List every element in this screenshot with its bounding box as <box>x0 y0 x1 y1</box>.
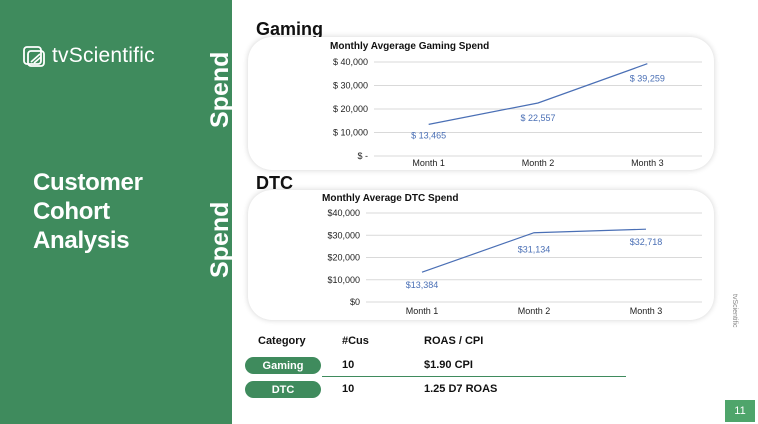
data-label: $ 13,465 <box>411 130 446 140</box>
chart-title: Monthly Average DTC Spend <box>322 193 459 204</box>
dtc-chart-card: Monthly Average DTC Spend $0 $10,000 $20,00… <box>248 190 714 320</box>
table-cell-metric: 1.25 D7 ROAS <box>424 383 498 395</box>
page-number: 11 <box>725 400 755 422</box>
slide-title-line: Cohort <box>33 198 110 225</box>
brand-logo: tvScientific <box>22 44 155 68</box>
table-cell-customers: 10 <box>342 383 355 395</box>
series-line <box>421 228 647 273</box>
data-label: $ 39,259 <box>630 74 665 84</box>
x-tick-label: Month 3 <box>630 306 663 316</box>
dtc-heading: DTC <box>256 173 293 193</box>
y-tick-label: $ 40,000 <box>333 57 368 67</box>
chart-title: Monthly Avgerage Gaming Spend <box>330 41 489 52</box>
y-tick-label: $ 20,000 <box>333 104 368 114</box>
category-badge-dtc: DTC <box>245 381 321 398</box>
table-header-customers: #Cus <box>342 335 369 347</box>
table-header-category: Category <box>258 335 306 347</box>
table-row-divider <box>322 376 626 377</box>
data-label: $32,718 <box>630 237 663 247</box>
side-brand-text: tvScientific <box>731 294 738 328</box>
gaming-heading: Gaming <box>256 19 324 39</box>
slide-title-line: Customer <box>33 169 143 196</box>
category-badge-gaming: Gaming <box>245 357 321 374</box>
y-tick-label: $ - <box>357 151 368 161</box>
x-tick-label: Month 1 <box>406 306 439 316</box>
y-tick-label: $40,000 <box>327 208 360 218</box>
y-tick-label: $ 30,000 <box>333 81 368 91</box>
series-line <box>428 63 648 125</box>
data-label: $13,384 <box>406 280 439 290</box>
slide-title-line: Analysis <box>33 227 130 254</box>
logo-text: tvScientific <box>52 44 155 67</box>
data-label: $ 22,557 <box>520 113 555 123</box>
dtc-axis-label: Spend <box>206 201 234 278</box>
gaming-chart-card: Monthly Avgerage Gaming Spend $ - $ 10,000… <box>248 37 714 170</box>
y-tick-label: $0 <box>350 297 360 307</box>
x-tick-label: Month 2 <box>518 306 551 316</box>
y-tick-label: $20,000 <box>327 253 360 263</box>
gaming-spend-chart: Monthly Avgerage Gaming Spend $ - $ 10,000… <box>330 41 702 168</box>
left-panel: tvScientific Customer Cohort Analysis Sp… <box>0 0 234 424</box>
slide-title: Customer Cohort Analysis <box>33 168 143 255</box>
x-tick-label: Month 2 <box>522 158 555 168</box>
y-tick-label: $30,000 <box>327 230 360 240</box>
x-tick-label: Month 1 <box>412 158 445 168</box>
table-cell-customers: 10 <box>342 359 355 371</box>
table-header-metric: ROAS / CPI <box>424 335 484 347</box>
table-cell-metric: $1.90 CPI <box>424 359 473 371</box>
y-tick-label: $10,000 <box>327 275 360 285</box>
gaming-axis-label: Spend <box>206 51 234 128</box>
x-tick-label: Month 3 <box>631 158 664 168</box>
dtc-spend-chart: Monthly Average DTC Spend $0 $10,000 $20,00… <box>322 193 702 316</box>
y-tick-label: $ 10,000 <box>333 128 368 138</box>
data-label: $31,134 <box>518 245 551 255</box>
tv-logo-icon <box>23 46 45 67</box>
